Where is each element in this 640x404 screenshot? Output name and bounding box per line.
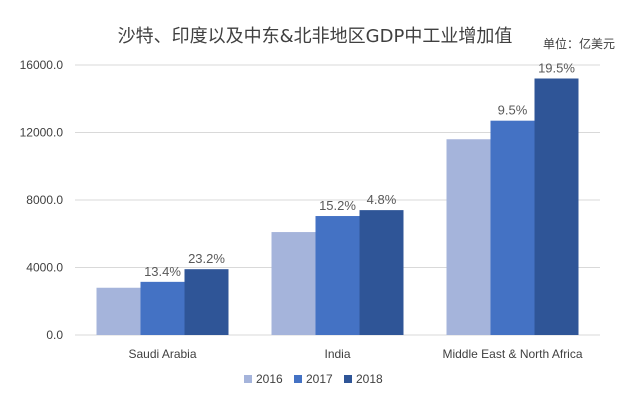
legend: 2016 2017 2018 xyxy=(244,372,383,386)
data-label: 15.2% xyxy=(319,198,356,213)
data-label: 4.8% xyxy=(367,192,397,207)
x-axis: Saudi Arabia India Middle East & North Afr… xyxy=(128,347,582,361)
data-labels: 13.4% 23.2% 15.2% 4.8% 9.5% 19.5% xyxy=(144,61,575,279)
bar-2018-3 xyxy=(534,78,579,335)
legend-label: 2018 xyxy=(356,372,383,386)
data-label: 23.2% xyxy=(188,251,225,266)
legend-swatch xyxy=(294,375,302,383)
bar-2018-1 xyxy=(184,269,229,335)
x-tick-label: India xyxy=(324,347,350,361)
unit-label: 单位：亿美元 xyxy=(543,36,615,51)
y-tick-label: 0.0 xyxy=(46,328,63,342)
bars xyxy=(96,78,579,335)
bar-2016-3 xyxy=(446,139,491,335)
bar-2017-3 xyxy=(490,120,535,335)
y-tick-label: 4000.0 xyxy=(26,261,63,275)
legend-label: 2017 xyxy=(306,372,333,386)
y-axis: 0.0 4000.0 8000.0 12000.0 16000.0 xyxy=(20,58,64,342)
y-tick-label: 16000.0 xyxy=(20,58,64,72)
bar-2016-1 xyxy=(96,287,141,335)
y-tick-label: 12000.0 xyxy=(20,126,64,140)
x-tick-label: Middle East & North Africa xyxy=(442,347,582,361)
x-tick-label: Saudi Arabia xyxy=(128,347,196,361)
bar-2017-1 xyxy=(140,281,185,335)
legend-swatch xyxy=(344,375,352,383)
bar-2018-2 xyxy=(359,210,404,335)
y-tick-label: 8000.0 xyxy=(26,193,63,207)
legend-swatch xyxy=(244,375,252,383)
bar-2017-2 xyxy=(315,216,360,335)
data-label: 19.5% xyxy=(538,61,575,76)
bar-2016-2 xyxy=(271,232,316,335)
data-label: 13.4% xyxy=(144,264,181,279)
legend-label: 2016 xyxy=(256,372,283,386)
data-label: 9.5% xyxy=(498,103,528,118)
chart-title: 沙特、印度以及中东&北非地区GDP中工业增加值 xyxy=(118,26,513,47)
